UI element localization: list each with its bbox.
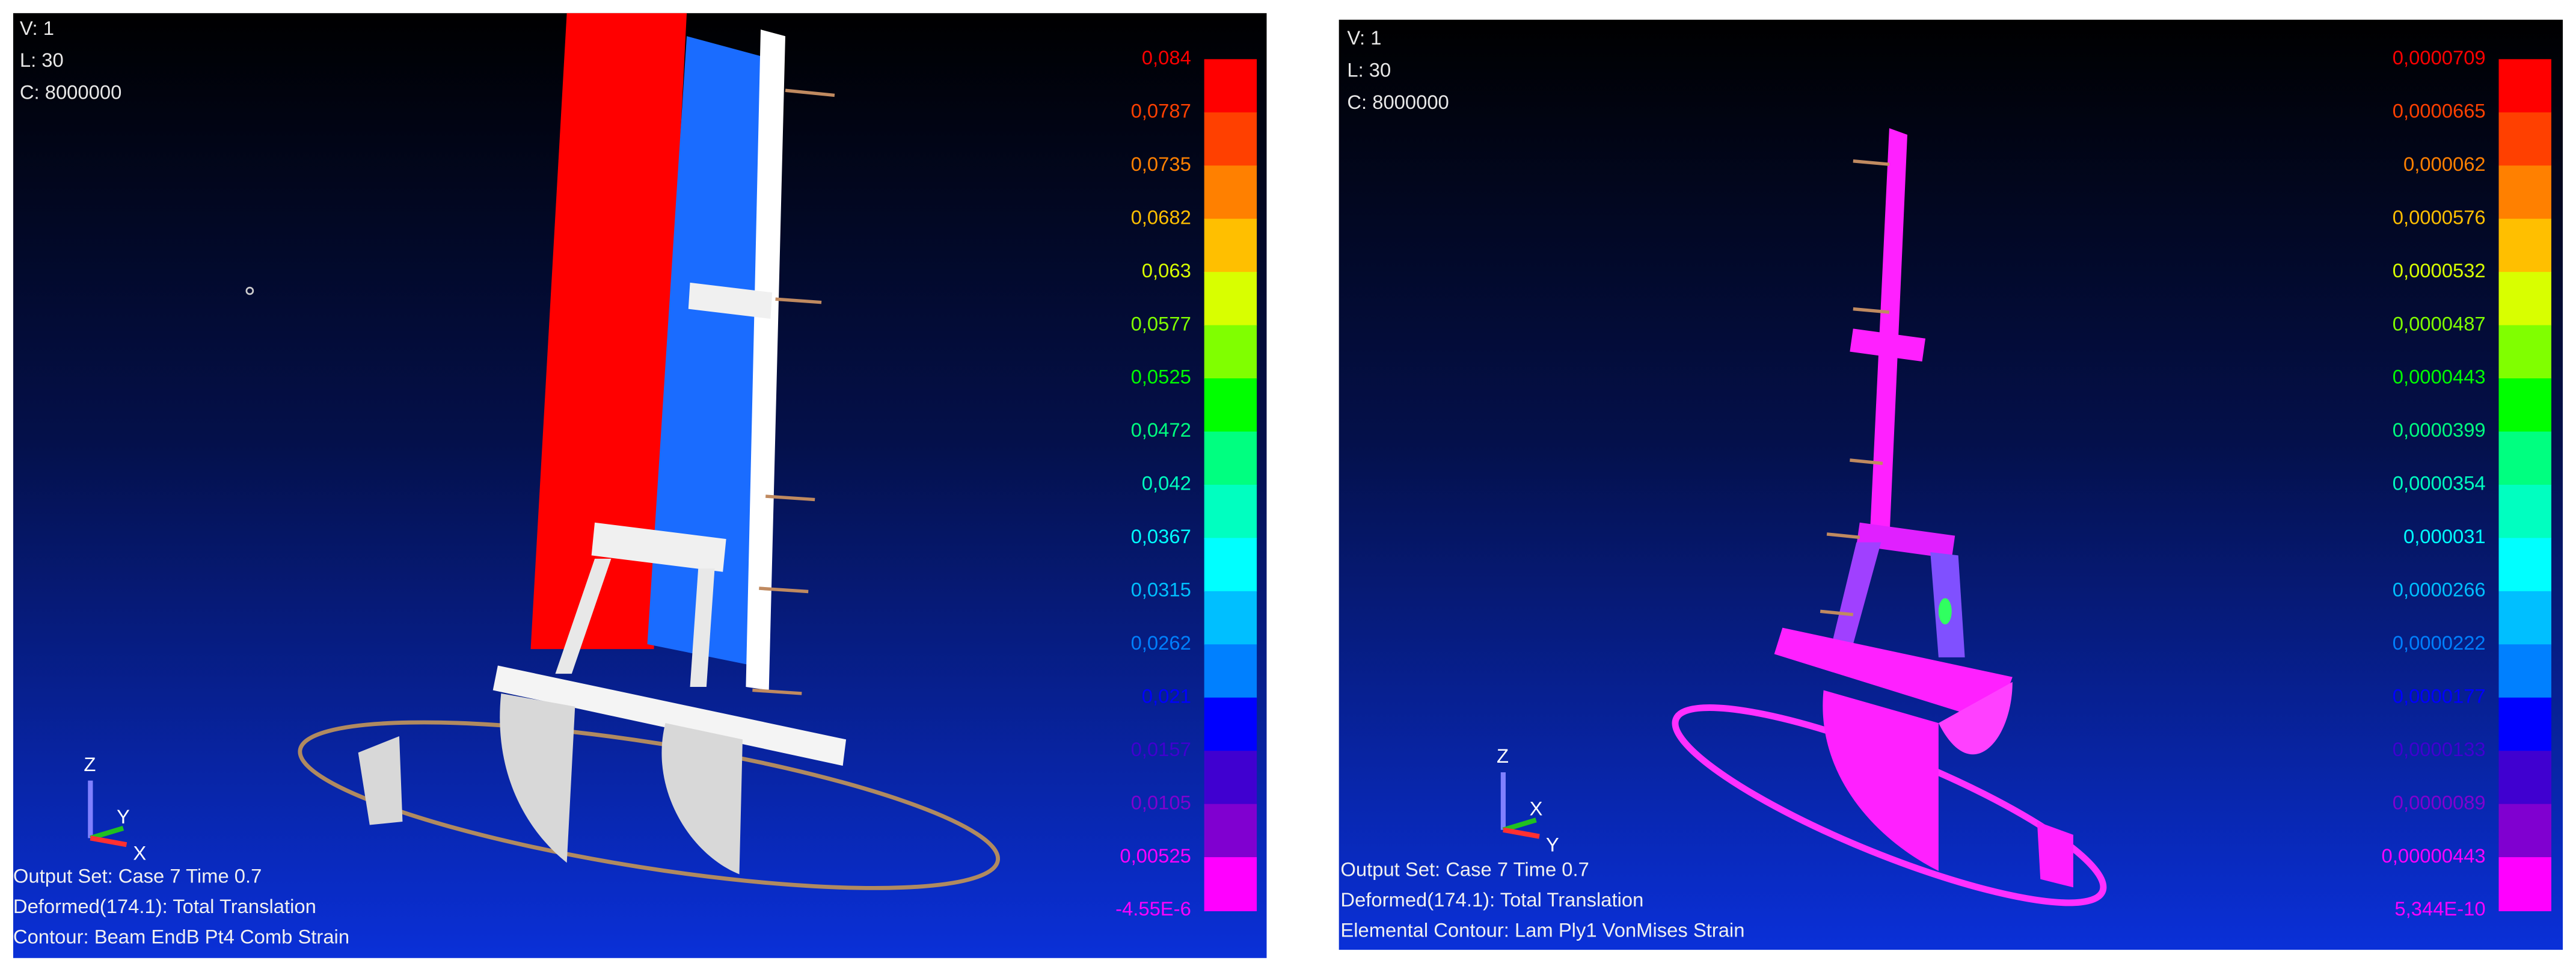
axis-label: Z xyxy=(1497,745,1509,767)
legend-label: 0,042 xyxy=(1142,472,1191,494)
color-band xyxy=(2498,112,2551,167)
legend-label: 0,0000532 xyxy=(2393,259,2486,281)
legend-label: -4.55E-6 xyxy=(1115,897,1191,920)
legend-label: 0,0787 xyxy=(1131,99,1191,122)
color-band xyxy=(2498,484,2551,539)
legend-label: 0,0000089 xyxy=(2393,791,2486,813)
legend-label: 0,0000399 xyxy=(2393,419,2486,441)
color-band xyxy=(1204,857,1257,911)
color-band xyxy=(1204,218,1257,273)
legend-label: 0,000031 xyxy=(2403,525,2486,547)
right-viewport xyxy=(1339,19,2563,950)
legend-label: 0,0157 xyxy=(1131,738,1191,760)
left-model xyxy=(245,13,1001,890)
view-info: C: 8000000 xyxy=(20,81,121,103)
axis-label: Y xyxy=(1546,834,1559,856)
legend-label: 0,0000133 xyxy=(2393,738,2486,760)
legend-label: 0,0682 xyxy=(1131,206,1191,228)
legend-label: 0,0000222 xyxy=(2393,632,2486,654)
color-band xyxy=(1204,804,1257,858)
axis-label: X xyxy=(133,841,146,864)
legend-label: 0,063 xyxy=(1142,259,1191,281)
color-band xyxy=(1204,59,1257,114)
color-band xyxy=(1204,538,1257,592)
legend-label: 0,0525 xyxy=(1131,366,1191,388)
legend-label: 0,0315 xyxy=(1131,579,1191,601)
legend-label: 0,0000665 xyxy=(2393,99,2486,122)
view-info: C: 8000000 xyxy=(1347,91,1449,113)
legend-label: 0,0000177 xyxy=(2393,684,2486,707)
output-info: Deformed(174.1): Total Translation xyxy=(13,895,316,917)
color-band xyxy=(1204,697,1257,752)
color-band xyxy=(2498,697,2551,752)
color-band xyxy=(2498,804,2551,858)
color-band xyxy=(2498,218,2551,273)
legend-label: 0,0000576 xyxy=(2393,206,2486,228)
legend-label: 0,0000354 xyxy=(2393,472,2486,494)
output-info: Contour: Beam EndB Pt4 Comb Strain xyxy=(13,926,349,948)
legend-label: 0,000062 xyxy=(2403,153,2486,175)
legend-label: 0,00000443 xyxy=(2382,844,2486,867)
axis-a xyxy=(1502,817,1537,832)
legend-label: 0,0000266 xyxy=(2393,579,2486,601)
output-info: Output Set: Case 7 Time 0.7 xyxy=(1340,858,1589,881)
legend-label: 0,0735 xyxy=(1131,153,1191,175)
right-model xyxy=(1672,128,2107,906)
legend-label: 0,0577 xyxy=(1131,312,1191,334)
legend-label: 0,0000709 xyxy=(2393,46,2486,69)
output-info: Elemental Contour: Lam Ply1 VonMises Str… xyxy=(1340,919,1744,941)
output-info: Deformed(174.1): Total Translation xyxy=(1340,888,1643,911)
color-band xyxy=(1204,484,1257,539)
legend-label: 0,084 xyxy=(1142,46,1191,69)
color-band xyxy=(1204,591,1257,645)
color-band xyxy=(1204,272,1257,326)
color-band xyxy=(2498,591,2551,645)
color-band xyxy=(1204,751,1257,805)
legend-label: 0,0472 xyxy=(1131,419,1191,441)
legend-label: 0,0000487 xyxy=(2393,312,2486,334)
legend-label: 0,0262 xyxy=(1131,632,1191,654)
legend-label: 0,021 xyxy=(1142,684,1191,707)
legend-label: 0,00525 xyxy=(1120,844,1191,867)
color-band xyxy=(2498,751,2551,805)
legend-label: 0,0105 xyxy=(1131,791,1191,813)
color-band xyxy=(2498,272,2551,326)
axis-a xyxy=(90,826,124,841)
color-band xyxy=(1204,325,1257,380)
axis-label: Z xyxy=(84,753,96,775)
axis-label: Y xyxy=(117,805,130,828)
view-info: V: 1 xyxy=(20,17,54,39)
color-band xyxy=(2498,165,2551,220)
color-band xyxy=(1204,378,1257,432)
view-info: L: 30 xyxy=(1347,58,1391,81)
color-band xyxy=(2498,431,2551,486)
color-band xyxy=(2498,538,2551,592)
color-band xyxy=(2498,325,2551,380)
legend-label: 0,0367 xyxy=(1131,525,1191,547)
color-band xyxy=(1204,431,1257,486)
axis-b xyxy=(1503,827,1540,839)
color-band xyxy=(2498,857,2551,911)
legend-label: 0,0000443 xyxy=(2393,366,2486,388)
color-band xyxy=(2498,59,2551,114)
color-band xyxy=(1204,644,1257,699)
color-band xyxy=(1204,165,1257,220)
legend-label: 5,344E-10 xyxy=(2394,897,2485,920)
color-band xyxy=(2498,378,2551,432)
color-band xyxy=(2498,644,2551,699)
view-info: V: 1 xyxy=(1347,26,1381,49)
axis-b xyxy=(90,835,127,847)
output-info: Output Set: Case 7 Time 0.7 xyxy=(13,865,262,887)
color-band xyxy=(1204,112,1257,167)
view-info: L: 30 xyxy=(20,49,64,71)
axis-label: X xyxy=(1530,798,1543,820)
